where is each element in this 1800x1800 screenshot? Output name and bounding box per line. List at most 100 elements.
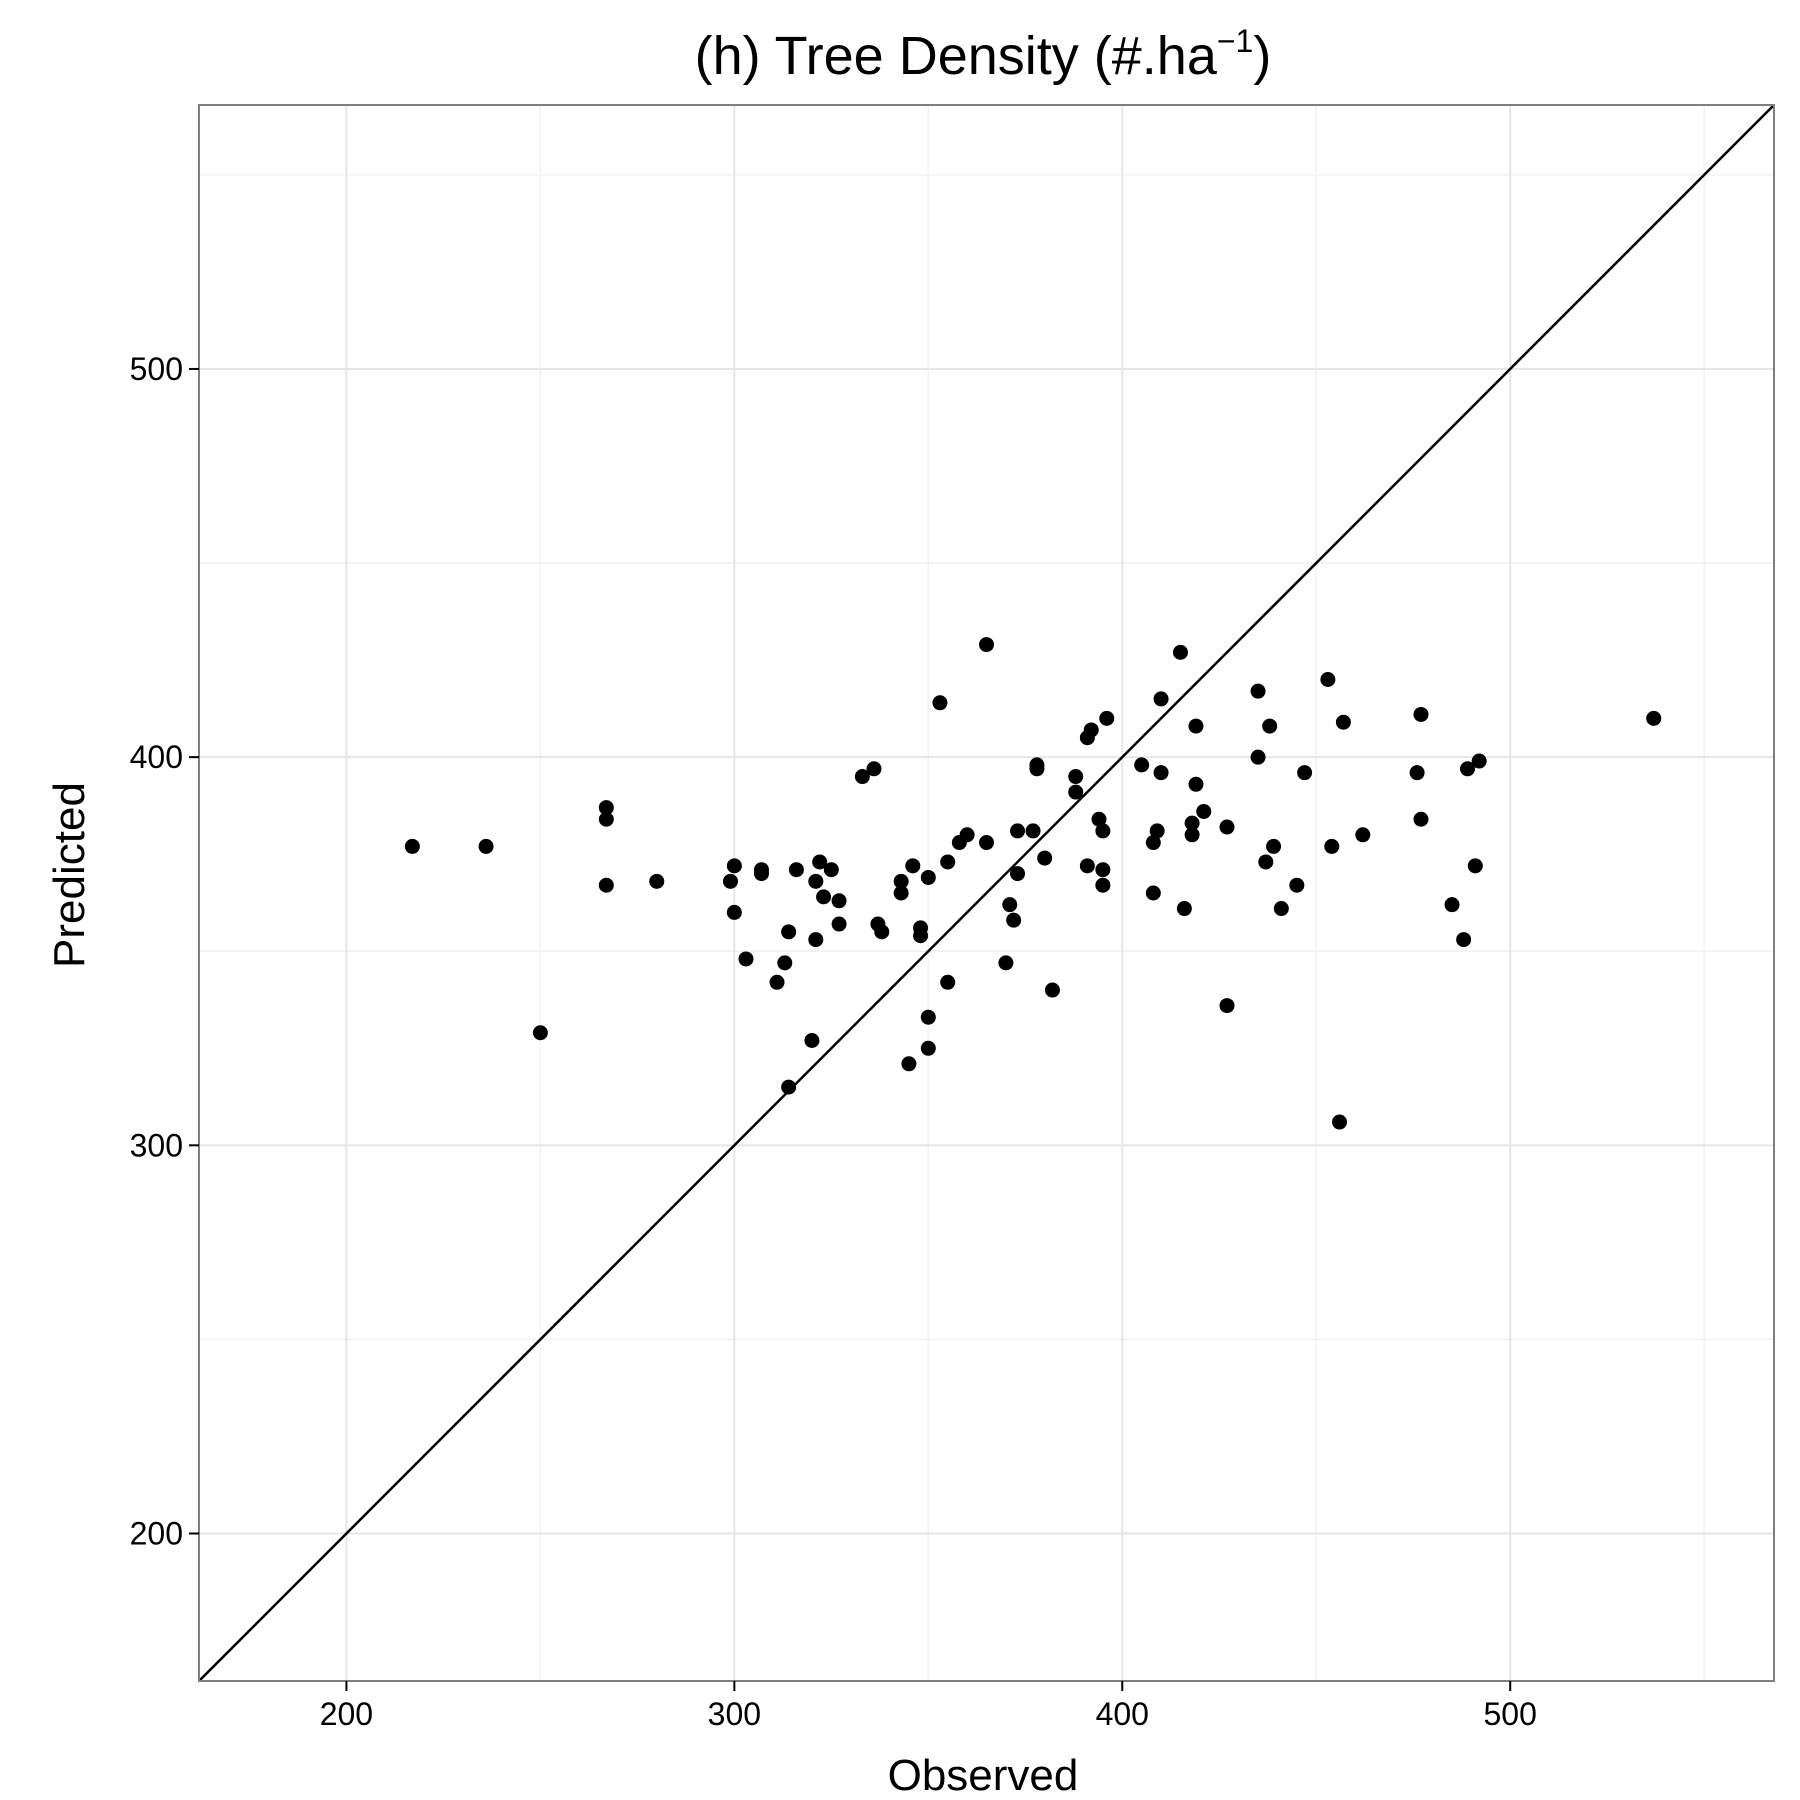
data-point [1273, 901, 1289, 917]
y-tick-label: 200 [130, 1515, 183, 1551]
data-point [1145, 835, 1161, 851]
data-point [808, 932, 824, 948]
data-point [738, 951, 754, 967]
data-point [920, 1040, 936, 1056]
data-point [1297, 765, 1313, 781]
data-point [1029, 761, 1045, 777]
identity-line [198, 104, 1775, 1682]
data-point [812, 854, 828, 870]
chart-title: (h) Tree Density (#.ha−1) [695, 23, 1272, 86]
data-point [1010, 823, 1026, 839]
data-point [1091, 811, 1107, 827]
data-point [1289, 877, 1305, 893]
data-point [905, 858, 921, 874]
data-point [1355, 827, 1371, 843]
chart-title-close: ) [1253, 26, 1271, 86]
data-point [1006, 912, 1022, 928]
chart-title-superscript: −1 [1217, 23, 1253, 59]
data-point [893, 885, 909, 901]
data-point [1188, 776, 1204, 792]
x-tick-label: 400 [1096, 1696, 1149, 1732]
data-point [1219, 819, 1235, 835]
data-point [1153, 691, 1169, 707]
data-point [478, 838, 494, 854]
data-point [808, 873, 824, 889]
data-point [1444, 897, 1460, 913]
data-point [1219, 998, 1235, 1014]
data-point [1068, 784, 1084, 800]
data-point [823, 862, 839, 878]
data-point [1083, 722, 1099, 738]
data-point [866, 761, 882, 777]
data-point [1196, 803, 1212, 819]
data-point [940, 974, 956, 990]
data-point [781, 924, 797, 940]
y-tick-label: 400 [130, 739, 183, 775]
data-point [893, 873, 909, 889]
data-point [1149, 823, 1165, 839]
data-point [598, 800, 614, 816]
data-point [979, 835, 994, 851]
data-point [1037, 850, 1053, 866]
y-axis-ticks: 200 300 400 500 [130, 351, 199, 1551]
data-point [1025, 823, 1041, 839]
data-point [1095, 823, 1111, 839]
data-point [998, 955, 1014, 971]
data-point [1176, 901, 1192, 917]
data-point [404, 838, 420, 854]
data-point [788, 862, 804, 878]
data-point [1184, 815, 1200, 831]
data-point [781, 1079, 797, 1095]
x-axis-title: Observed [888, 1751, 1079, 1800]
plot-border-group [198, 104, 1775, 1682]
data-point [726, 904, 742, 920]
data-point [1266, 838, 1282, 854]
data-point [1460, 761, 1476, 777]
data-point [754, 862, 769, 878]
data-point [1456, 932, 1472, 948]
x-tick-label: 300 [708, 1696, 761, 1732]
data-point [532, 1025, 548, 1041]
x-tick-label: 500 [1484, 1696, 1537, 1732]
data-point [1068, 769, 1084, 785]
data-point [1145, 885, 1161, 901]
data-point [1184, 827, 1200, 843]
data-point [1471, 753, 1487, 769]
data-point [1250, 683, 1266, 699]
y-tick-label: 500 [130, 351, 183, 387]
data-point [598, 811, 614, 827]
data-point [1095, 877, 1111, 893]
data-point [959, 827, 975, 843]
data-point [1099, 710, 1115, 726]
data-point [932, 695, 948, 711]
data-point [940, 854, 956, 870]
data-point [1413, 706, 1429, 722]
data-point [1413, 811, 1429, 827]
data-point [1134, 757, 1150, 773]
chart-title-main: (h) Tree Density (#.ha [695, 26, 1218, 86]
data-point [1335, 714, 1351, 730]
data-point [598, 877, 614, 893]
data-point [1646, 710, 1662, 726]
identity-line-group [198, 104, 1775, 1682]
data-point [831, 893, 847, 909]
data-point [854, 769, 870, 785]
data-point [1258, 854, 1274, 870]
x-axis-ticks: 200 300 400 500 [320, 1681, 1537, 1732]
x-tick-label: 200 [320, 1696, 373, 1732]
data-point [920, 1009, 936, 1025]
y-axis-title: Predicted [45, 782, 94, 968]
data-point [901, 1056, 917, 1072]
data-point [1002, 897, 1018, 913]
data-point [874, 924, 890, 940]
data-point [726, 858, 742, 874]
data-point [1172, 644, 1188, 660]
data-point [1467, 858, 1483, 874]
data-point [1188, 718, 1204, 734]
data-point [769, 974, 785, 990]
data-point [1332, 1114, 1348, 1130]
data-point [1409, 765, 1425, 781]
data-point [649, 873, 665, 889]
data-point [1324, 838, 1340, 854]
